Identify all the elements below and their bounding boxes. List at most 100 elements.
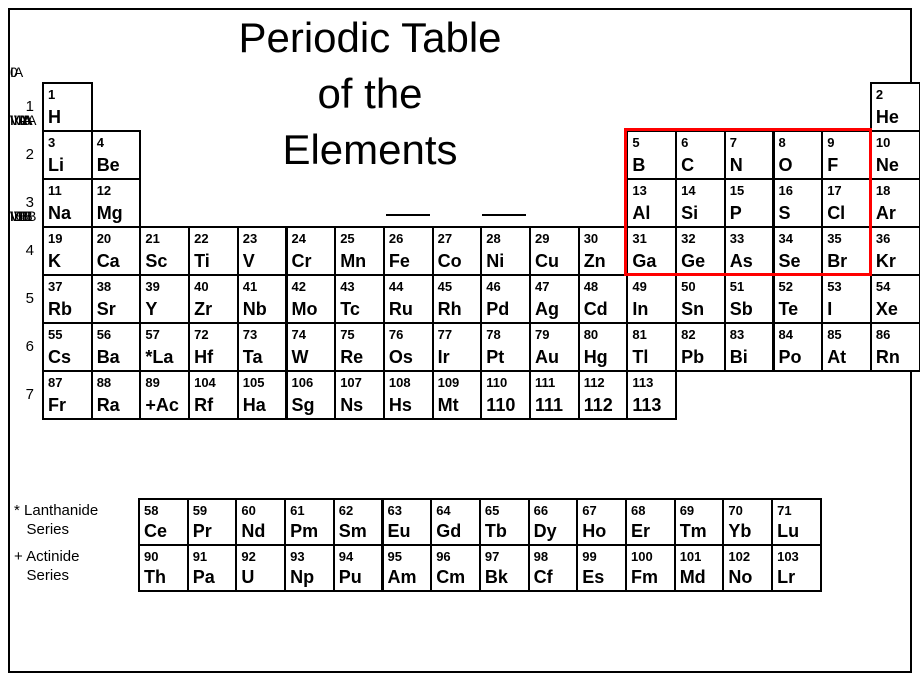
element-cell: 6C	[675, 130, 726, 180]
element-cell: 101Md	[674, 544, 725, 592]
element-cell: 63Eu	[382, 498, 433, 546]
atomic-number: 27	[438, 231, 452, 246]
element-cell: 25Mn	[334, 226, 385, 276]
atomic-number: 37	[48, 279, 62, 294]
element-cell: 1H	[42, 82, 93, 132]
element-symbol: 110	[486, 396, 515, 414]
element-symbol: Th	[144, 568, 166, 586]
element-symbol: Ru	[389, 300, 413, 318]
element-cell: 32Ge	[675, 226, 726, 276]
atomic-number: 82	[681, 327, 695, 342]
element-symbol: Pd	[486, 300, 509, 318]
element-symbol: Pb	[681, 348, 704, 366]
element-symbol: Cs	[48, 348, 71, 366]
element-cell: 38Sr	[91, 274, 142, 324]
element-cell: 16S	[773, 178, 824, 228]
element-cell: 14Si	[675, 178, 726, 228]
atomic-number: 110	[486, 375, 507, 390]
atomic-number: 95	[388, 549, 402, 564]
atomic-number: 10	[876, 135, 890, 150]
atomic-number: 45	[438, 279, 452, 294]
element-symbol: Pm	[290, 522, 318, 540]
atomic-number: 26	[389, 231, 403, 246]
element-symbol: At	[827, 348, 846, 366]
element-symbol: Lr	[777, 568, 795, 586]
element-symbol: Cf	[534, 568, 553, 586]
element-cell: 2He	[870, 82, 920, 132]
element-cell: 46Pd	[480, 274, 531, 324]
element-symbol: Ha	[243, 396, 266, 414]
element-cell: 97Bk	[479, 544, 530, 592]
element-cell: 54Xe	[870, 274, 920, 324]
atomic-number: 44	[389, 279, 403, 294]
element-symbol: Sb	[730, 300, 753, 318]
atomic-number: 97	[485, 549, 499, 564]
element-symbol: Bi	[730, 348, 748, 366]
atomic-number: 101	[680, 549, 702, 564]
element-cell: 79Au	[529, 322, 580, 372]
element-cell: 23V	[237, 226, 288, 276]
element-symbol: Pt	[486, 348, 504, 366]
atomic-number: 69	[680, 503, 694, 518]
element-cell: 7N	[724, 130, 775, 180]
element-symbol: Zr	[194, 300, 212, 318]
element-cell: 95Am	[382, 544, 433, 592]
element-cell: 74W	[286, 322, 337, 372]
element-cell: 24Cr	[286, 226, 337, 276]
group-label: VIIA	[10, 112, 36, 128]
atomic-number: 24	[292, 231, 306, 246]
element-symbol: Ca	[97, 252, 120, 270]
atomic-number: 8	[779, 135, 786, 150]
element-symbol: Kr	[876, 252, 896, 270]
element-symbol: Sr	[97, 300, 116, 318]
element-cell: 65Tb	[479, 498, 530, 546]
element-symbol: Ga	[632, 252, 656, 270]
element-cell: 34Se	[773, 226, 824, 276]
element-cell: 89+Ac	[139, 370, 190, 420]
element-cell: 53I	[821, 274, 872, 324]
element-cell: 19K	[42, 226, 93, 276]
atomic-number: 53	[827, 279, 841, 294]
element-symbol: Lu	[777, 522, 799, 540]
element-cell: 88Ra	[91, 370, 142, 420]
atomic-number: 89	[145, 375, 159, 390]
atomic-number: 113	[632, 375, 653, 390]
element-cell: 113113	[626, 370, 677, 420]
element-symbol: O	[779, 156, 793, 174]
element-symbol: Ho	[582, 522, 606, 540]
atomic-number: 81	[632, 327, 646, 342]
atomic-number: 64	[436, 503, 450, 518]
group-viii-line	[482, 214, 526, 216]
element-cell: 31Ga	[626, 226, 677, 276]
element-symbol: Hs	[389, 396, 412, 414]
atomic-number: 2	[876, 87, 883, 102]
atomic-number: 20	[97, 231, 111, 246]
element-cell: 44 Ru	[383, 274, 434, 324]
title-line-3: Elements	[170, 126, 570, 174]
element-cell: 35Br	[821, 226, 872, 276]
atomic-number: 94	[339, 549, 353, 564]
element-cell: 73Ta	[237, 322, 288, 372]
atomic-number: 67	[582, 503, 596, 518]
element-cell: 57*La	[139, 322, 190, 372]
atomic-number: 17	[827, 183, 841, 198]
atomic-number: 85	[827, 327, 841, 342]
element-symbol: Sm	[339, 522, 367, 540]
atomic-number: 15	[730, 183, 744, 198]
element-cell: 69Tm	[674, 498, 725, 546]
element-symbol: 111	[535, 396, 563, 414]
period-label: 6	[10, 338, 34, 355]
element-cell: 76Os	[383, 322, 434, 372]
element-cell: 109Mt	[432, 370, 483, 420]
element-symbol: Ra	[97, 396, 120, 414]
element-symbol: Ne	[876, 156, 899, 174]
element-cell: 108Hs	[383, 370, 434, 420]
period-label: 5	[10, 290, 34, 307]
element-symbol: Yb	[728, 522, 751, 540]
atomic-number: 12	[97, 183, 111, 198]
atomic-number: 59	[193, 503, 207, 518]
element-symbol: Ag	[535, 300, 559, 318]
element-cell: 71Lu	[771, 498, 822, 546]
atomic-number: 51	[730, 279, 744, 294]
element-symbol: Os	[389, 348, 413, 366]
